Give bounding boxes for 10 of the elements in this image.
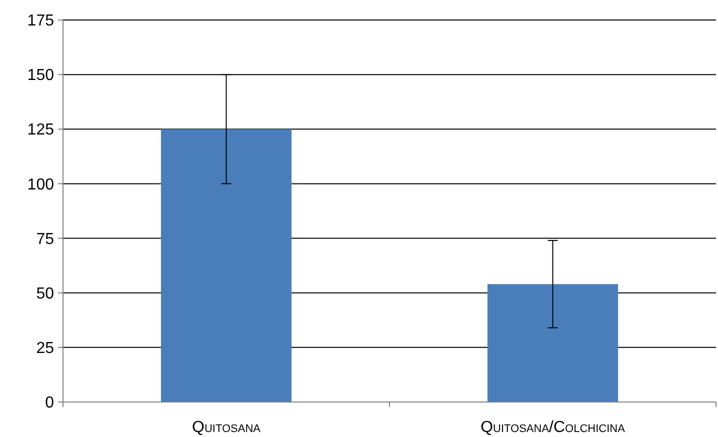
y-tick-label: 175: [27, 12, 54, 30]
x-tick-label: Quitosana: [192, 419, 262, 436]
y-tick-label: 25: [36, 340, 54, 358]
y-tick-label: 100: [27, 176, 54, 194]
y-tick-label: 50: [36, 285, 54, 302]
y-tick-label: 150: [27, 67, 54, 84]
y-tick-label: 75: [36, 230, 54, 248]
y-tick-label: 0: [45, 394, 54, 412]
y-tick-label: 125: [27, 122, 54, 139]
x-tick-label: Quitosana/Colchicina: [480, 419, 626, 436]
